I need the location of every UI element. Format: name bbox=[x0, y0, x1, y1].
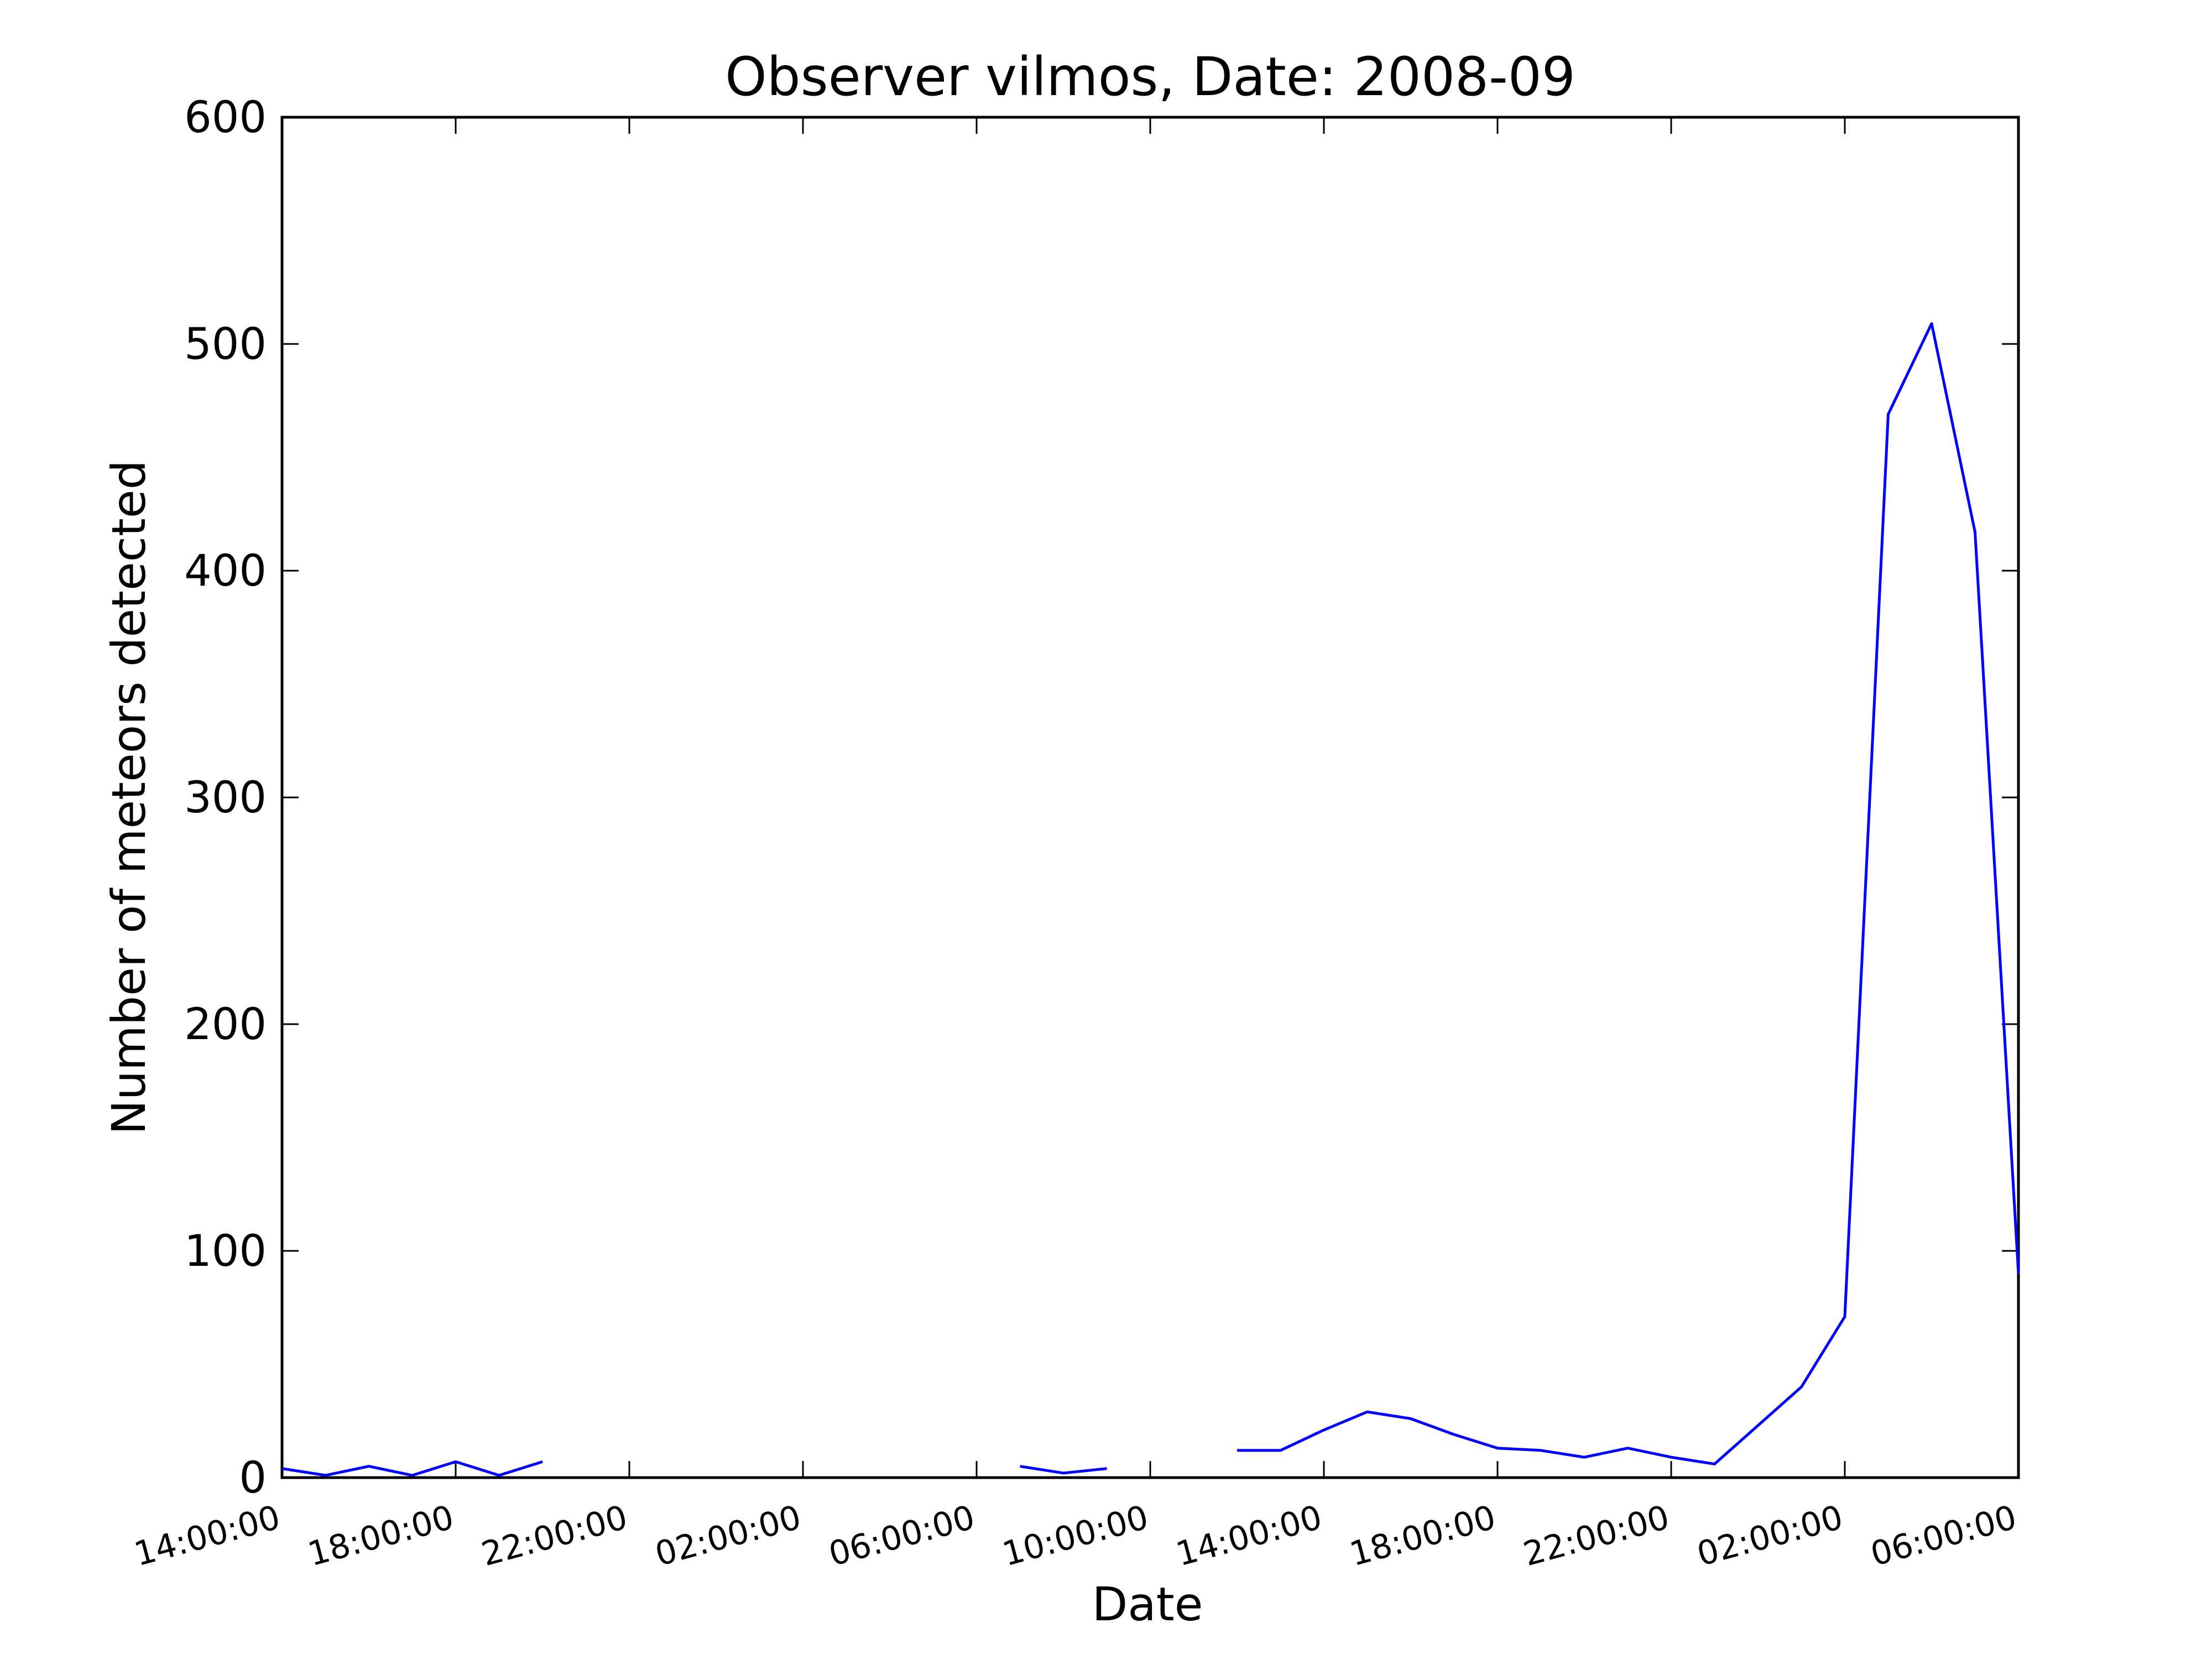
x-tick-label: 14:00:00 bbox=[1172, 1498, 1326, 1574]
x-tick-label: 22:00:00 bbox=[477, 1498, 631, 1574]
x-tick-label: 06:00:00 bbox=[825, 1498, 978, 1574]
chart-title: Observer vilmos, Date: 2008-09 bbox=[725, 46, 1575, 108]
y-axis: 0 100 200 300 400 500 600 bbox=[184, 93, 2018, 1503]
series-lines bbox=[281, 322, 2020, 1477]
series-segment bbox=[1237, 322, 2020, 1465]
x-axis: 14:00:00 18:00:00 22:00:00 02:00:00 06:00:00… bbox=[130, 117, 2021, 1574]
x-axis-label: Date bbox=[1092, 1577, 1203, 1631]
x-tick-label: 06:00:00 bbox=[1866, 1498, 2020, 1574]
plot-frame bbox=[280, 116, 2020, 1479]
y-tick-label: 100 bbox=[184, 1227, 267, 1276]
x-tick-label: 18:00:00 bbox=[304, 1498, 457, 1574]
series-segment bbox=[1020, 1465, 1107, 1475]
x-tick-label: 10:00:00 bbox=[998, 1498, 1152, 1574]
y-tick-label: 500 bbox=[184, 320, 267, 369]
y-tick-label: 400 bbox=[184, 546, 267, 596]
x-tick-label: 14:00:00 bbox=[130, 1498, 284, 1574]
y-tick-label: 0 bbox=[239, 1453, 267, 1503]
x-tick-label: 18:00:00 bbox=[1345, 1498, 1499, 1574]
y-tick-label: 600 bbox=[184, 93, 267, 143]
y-axis-label: Number of meteors detected bbox=[102, 460, 156, 1135]
x-tick-label: 02:00:00 bbox=[651, 1498, 805, 1574]
x-tick-label: 02:00:00 bbox=[1693, 1498, 1846, 1574]
x-tick-label: 22:00:00 bbox=[1519, 1498, 1673, 1574]
series-segment bbox=[281, 1460, 543, 1477]
y-tick-label: 200 bbox=[184, 1000, 267, 1050]
y-tick-label: 300 bbox=[184, 773, 267, 823]
